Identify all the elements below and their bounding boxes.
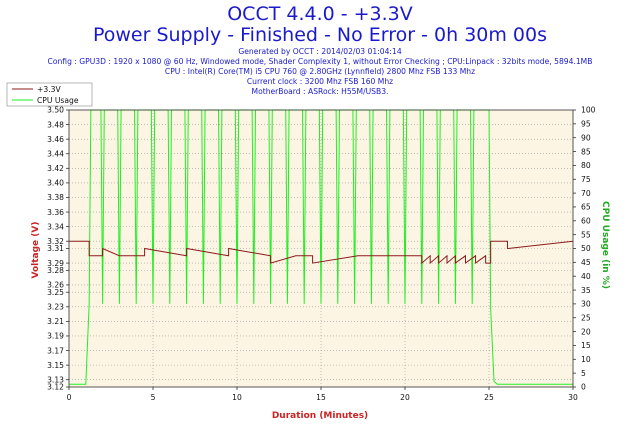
y-right-tick-label: 0 [581, 383, 586, 392]
y-right-tick-label: 95 [581, 120, 591, 129]
y-tick-label: 3.32 [47, 237, 64, 246]
x-axis-label: Duration (Minutes) [272, 411, 368, 421]
x-tick-label: 30 [568, 393, 578, 402]
y-tick-label: 3.31 [47, 244, 64, 253]
legend: +3.3V CPU Usage [6, 82, 93, 107]
chart-subtitle: Power Supply - Finished - No Error - 0h … [92, 24, 548, 46]
y-tick-label: 3.28 [47, 266, 64, 275]
y-right-tick-label: 50 [581, 244, 591, 253]
y-tick-label: 3.17 [47, 346, 64, 355]
y-tick-label: 3.42 [47, 164, 64, 173]
x-tick-label: 10 [232, 393, 242, 402]
y-right-tick-label: 90 [581, 133, 591, 142]
motherboard-line: MotherBoard : ASRock: H55M/USB3. [251, 87, 389, 96]
x-tick-label: 5 [151, 393, 156, 402]
y-tick-label: 3.12 [47, 383, 64, 392]
y-right-tick-label: 10 [581, 355, 591, 364]
y-axis-label-left: Voltage (V) [31, 222, 41, 279]
clock-line: Current clock : 3200 Mhz FSB 160 Mhz [246, 77, 394, 86]
y-tick-label: 3.48 [47, 120, 64, 129]
y-tick-label: 3.29 [47, 259, 64, 268]
series-line-voltage [69, 240, 574, 265]
y-right-tick-label: 40 [581, 272, 591, 281]
y-tick-label: 3.34 [47, 222, 64, 231]
cpu-line: CPU : Intel(R) Core(TM) i5 CPU 760 @ 2.8… [164, 67, 476, 76]
y-tick-label: 3.46 [47, 135, 64, 144]
y-tick-label: 3.44 [47, 149, 64, 158]
generated-line: Generated by OCCT : 2014/02/03 01:04:14 [238, 47, 402, 56]
y-tick-label: 3.36 [47, 208, 64, 217]
y-tick-label: 3.25 [47, 288, 64, 297]
y-right-tick-label: 70 [581, 189, 591, 198]
y-right-tick-label: 75 [581, 175, 591, 184]
y-right-tick-label: 30 [581, 300, 591, 309]
y-tick-label: 3.13 [47, 375, 64, 384]
y-tick-label: 3.15 [47, 361, 64, 370]
y-right-tick-label: 60 [581, 217, 591, 226]
y-tick-label: 3.50 [47, 106, 64, 115]
y-tick-label: 3.21 [47, 317, 64, 326]
y-right-tick-label: 100 [581, 106, 596, 115]
y-tick-label: 3.40 [47, 179, 64, 188]
y-tick-label: 3.23 [47, 303, 64, 312]
y-right-tick-label: 25 [581, 313, 591, 322]
y-right-tick-label: 85 [581, 147, 591, 156]
y-right-tick-label: 20 [581, 327, 591, 336]
y-tick-label: 3.38 [47, 193, 64, 202]
x-tick-label: 0 [67, 393, 72, 402]
x-tick-label: 20 [400, 393, 410, 402]
legend-label-cpu: CPU Usage [37, 96, 79, 105]
y-tick-label: 3.19 [47, 332, 64, 341]
y-right-tick-label: 15 [581, 341, 591, 350]
axes: 0 5 10 15 20 25 30 3.123.13 3.15 3.17 3.19 3.21 3.23… [47, 106, 596, 402]
y-right-tick-label: 5 [581, 369, 586, 378]
legend-label-voltage: +3.3V [37, 85, 61, 94]
config-line: Config : GPU3D : 1920 x 1080 @ 60 Hz, Wi… [47, 57, 593, 66]
y-right-tick-label: 55 [581, 230, 591, 239]
x-tick-label: 15 [316, 393, 326, 402]
y-axis-label-right: CPU Usage (in %) [600, 201, 610, 289]
x-tick-label: 25 [484, 393, 494, 402]
y-right-tick-label: 65 [581, 203, 591, 212]
y-tick-label: 3.26 [47, 281, 64, 290]
y-right-tick-label: 80 [581, 161, 591, 170]
y-right-tick-label: 35 [581, 286, 591, 295]
chart-title: OCCT 4.4.0 - +3.3V [227, 3, 413, 25]
y-right-tick-label: 45 [581, 258, 591, 267]
